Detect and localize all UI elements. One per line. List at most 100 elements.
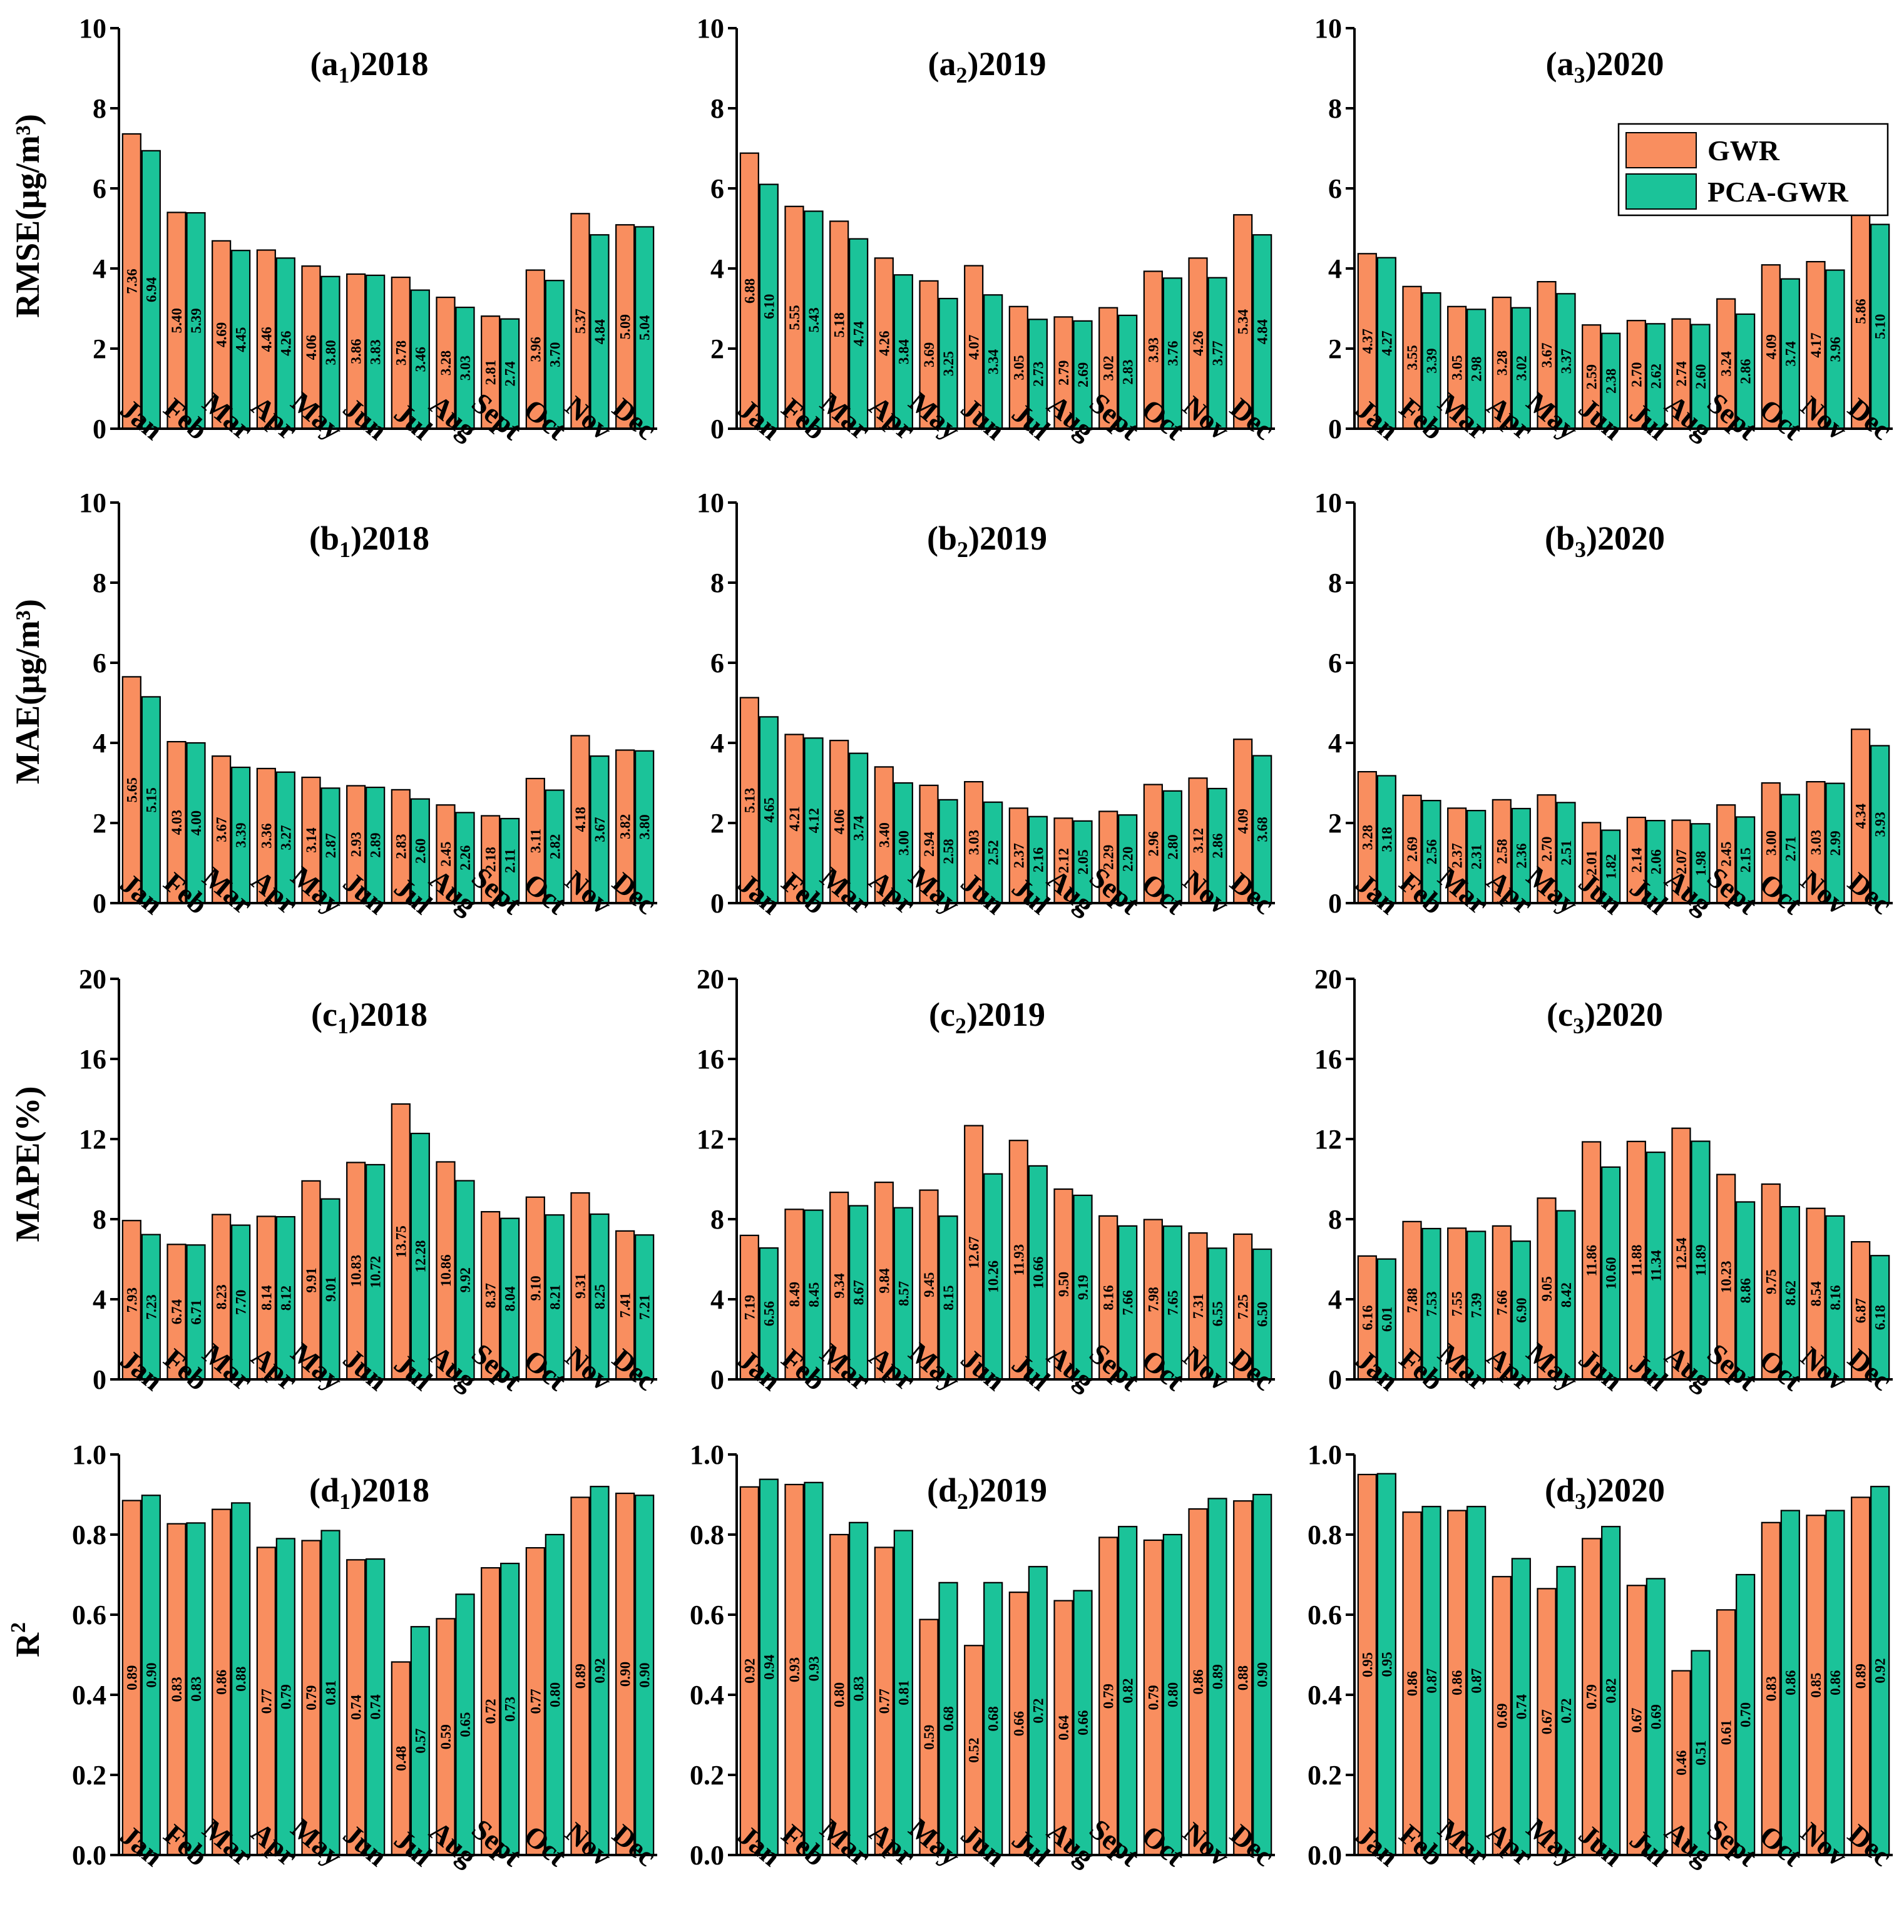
bar-pca-gwr-apr: [275, 1216, 295, 1381]
bar-gwr-oct: [1143, 1539, 1163, 1856]
value-label-gwr-aug: 3.28: [438, 350, 454, 376]
bar-gwr-jan: [1357, 1473, 1377, 1856]
bar-pca-gwr-dec: [1252, 755, 1272, 904]
panel-title-year: )2020: [1586, 1471, 1665, 1509]
value-label-gwr-sept: 2.45: [1719, 841, 1734, 866]
bar-gwr-jun: [964, 1125, 984, 1381]
value-label-pca-gwr-jun: 2.38: [1604, 369, 1619, 394]
bar-pca-gwr-jun: [1601, 1526, 1621, 1856]
bar-pca-gwr-sept: [1736, 313, 1756, 430]
bar-pca-gwr-apr: [1511, 1558, 1531, 1856]
y-tick-label-0: 0: [93, 414, 106, 444]
value-label-gwr-feb: 2.69: [1405, 837, 1420, 862]
value-label-gwr-oct: 0.77: [528, 1689, 543, 1714]
bar-pca-gwr-may: [1556, 1566, 1576, 1856]
value-label-pca-gwr-jun: 0.68: [986, 1706, 1001, 1731]
value-label-pca-gwr-mar: 3.39: [233, 822, 249, 847]
y-tick-label-4: 4: [93, 253, 106, 284]
bar-gwr-dec: [1851, 1241, 1871, 1381]
bar-pca-gwr-aug: [455, 1180, 475, 1381]
panel-title-subscript: 2: [955, 1013, 966, 1038]
bar-gwr-apr: [874, 257, 894, 430]
value-label-gwr-feb: 4.03: [169, 810, 185, 835]
bar-pca-gwr-feb: [1421, 292, 1441, 430]
panel-title-open: (c: [311, 996, 337, 1033]
panel-title-subscript: 1: [339, 63, 350, 88]
value-label-pca-gwr-jan: 7.23: [143, 1294, 159, 1319]
value-label-gwr-jun: 12.67: [966, 1236, 982, 1269]
value-label-gwr-jul: 0.67: [1629, 1708, 1644, 1733]
value-label-pca-gwr-jan: 3.18: [1379, 827, 1395, 852]
value-label-pca-gwr-may: 2.51: [1559, 841, 1574, 866]
value-label-gwr-aug: 9.50: [1056, 1272, 1072, 1297]
y-tick-label-0.8: 0.8: [72, 1520, 106, 1550]
value-label-pca-gwr-mar: 0.88: [233, 1667, 249, 1692]
value-label-gwr-nov: 5.37: [573, 309, 588, 334]
y-label-mae: MAE(μg/m³): [9, 599, 46, 784]
panel-title-open: (b: [1545, 519, 1575, 557]
value-label-pca-gwr-nov: 6.55: [1210, 1301, 1226, 1326]
panel-title-subscript: 2: [956, 63, 968, 88]
panel-title-c2: (c2)2019: [929, 996, 1045, 1038]
value-label-gwr-jan: 0.92: [742, 1659, 757, 1684]
bar-gwr-mar: [829, 1192, 849, 1381]
value-label-gwr-sept: 3.24: [1719, 351, 1734, 377]
value-label-pca-gwr-aug: 2.26: [458, 846, 473, 871]
bar-pca-gwr-dec: [635, 1234, 655, 1381]
value-label-pca-gwr-jul: 0.69: [1648, 1704, 1664, 1729]
value-label-pca-gwr-jul: 0.57: [412, 1728, 428, 1753]
bar-gwr-dec: [615, 749, 635, 904]
bar-gwr-nov: [1188, 777, 1208, 904]
value-label-gwr-jan: 0.89: [124, 1665, 140, 1690]
value-label-gwr-nov: 8.54: [1808, 1281, 1824, 1307]
y-tick-label-8: 8: [1328, 568, 1342, 598]
value-label-gwr-dec: 4.09: [1236, 809, 1251, 834]
bar-gwr-aug: [1671, 819, 1691, 904]
bar-pca-gwr-dec: [1870, 223, 1890, 430]
bar-gwr-sept: [1716, 1609, 1736, 1856]
value-label-gwr-jul: 0.48: [393, 1746, 409, 1771]
value-label-pca-gwr-dec: 6.50: [1255, 1302, 1271, 1327]
bar-pca-gwr-apr: [275, 257, 295, 430]
bar-pca-gwr-may: [1556, 1210, 1576, 1381]
bar-gwr-apr: [1492, 1576, 1512, 1856]
bar-gwr-oct: [1143, 1219, 1163, 1381]
value-label-pca-gwr-jan: 6.01: [1379, 1307, 1395, 1332]
value-label-pca-gwr-aug: 3.03: [458, 355, 473, 381]
y-tick-label-0.2: 0.2: [72, 1760, 106, 1791]
y-tick-label-8: 8: [93, 93, 106, 124]
value-label-gwr-oct: 9.10: [528, 1275, 543, 1301]
bar-gwr-nov: [1188, 257, 1208, 430]
bar-gwr-nov: [570, 1496, 590, 1856]
y-tick-label-6: 6: [1328, 648, 1342, 678]
value-label-gwr-jul: 3.05: [1011, 355, 1026, 380]
value-label-gwr-may: 0.59: [921, 1725, 937, 1750]
bar-pca-gwr-jan: [759, 1478, 779, 1856]
bar-pca-gwr-apr: [893, 274, 913, 430]
value-label-pca-gwr-apr: 0.81: [896, 1680, 911, 1705]
value-label-pca-gwr-aug: 2.60: [1693, 364, 1709, 389]
bar-gwr-oct: [1143, 784, 1163, 904]
value-label-pca-gwr-may: 2.58: [941, 839, 956, 864]
value-label-gwr-aug: 2.12: [1056, 848, 1072, 873]
bar-pca-gwr-jan: [141, 1495, 161, 1856]
value-label-pca-gwr-jan: 0.94: [761, 1654, 777, 1680]
bar-gwr-apr: [874, 1182, 894, 1381]
bar-gwr-jul: [1008, 1592, 1028, 1856]
bar-gwr-jul: [1008, 305, 1028, 430]
value-label-gwr-jun: 11.86: [1584, 1245, 1600, 1276]
value-label-gwr-may: 9.05: [1539, 1276, 1555, 1301]
value-label-pca-gwr-apr: 3.84: [896, 339, 911, 364]
bar-gwr-jun: [964, 780, 984, 904]
bar-gwr-feb: [166, 1244, 187, 1381]
value-label-gwr-dec: 0.89: [1853, 1664, 1869, 1689]
value-label-pca-gwr-jun: 2.52: [986, 840, 1001, 865]
bar-gwr-mar: [1447, 807, 1467, 904]
y-tick-label-8: 8: [1328, 1204, 1342, 1235]
bar-gwr-jul: [391, 276, 411, 430]
value-label-pca-gwr-apr: 2.36: [1513, 843, 1529, 868]
value-label-gwr-apr: 9.84: [876, 1268, 892, 1294]
value-label-gwr-mar: 4.69: [214, 322, 230, 347]
value-label-gwr-oct: 0.79: [1145, 1685, 1161, 1710]
